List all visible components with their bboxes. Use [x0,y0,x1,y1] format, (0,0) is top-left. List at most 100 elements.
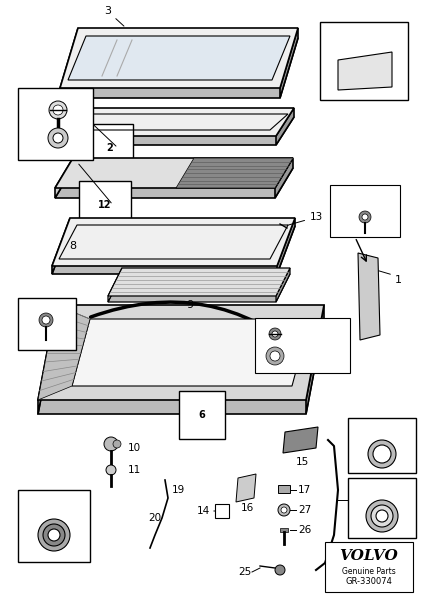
Polygon shape [276,108,294,145]
Circle shape [272,331,278,337]
Bar [280,528,288,532]
Text: 15: 15 [295,457,309,467]
Text: 10: 10 [128,443,141,453]
Circle shape [366,500,398,532]
Polygon shape [38,305,90,400]
Circle shape [106,465,116,475]
Text: 23: 23 [28,500,41,510]
Circle shape [49,101,67,119]
Circle shape [373,445,391,463]
Text: 11: 11 [128,465,141,475]
Polygon shape [358,253,380,340]
Text: 19: 19 [172,485,185,495]
Circle shape [278,504,290,516]
Polygon shape [52,218,70,274]
Polygon shape [108,274,290,302]
Polygon shape [55,158,73,198]
Bar [348,418,416,473]
Bar [18,88,93,160]
Text: 29: 29 [340,193,353,203]
Text: 17: 17 [298,485,311,495]
Text: 9: 9 [187,300,193,310]
Polygon shape [52,218,295,266]
Text: Genuine Parts: Genuine Parts [342,567,396,576]
Text: 26: 26 [298,525,311,535]
Text: VOLVO: VOLVO [340,549,398,563]
Polygon shape [52,226,295,274]
Text: 28: 28 [358,426,371,436]
Text: 14: 14 [197,506,210,516]
Text: 1: 1 [394,275,402,285]
Text: 8: 8 [69,241,76,251]
Circle shape [113,440,121,448]
Polygon shape [108,268,290,296]
Polygon shape [283,427,318,453]
Circle shape [359,211,371,223]
Polygon shape [280,28,298,98]
Polygon shape [277,218,295,274]
Circle shape [53,105,63,115]
Polygon shape [236,474,256,502]
Circle shape [39,313,53,327]
Polygon shape [306,305,324,414]
Text: 2: 2 [107,143,113,153]
Bar [330,185,400,237]
Polygon shape [58,117,294,145]
Text: 30: 30 [332,32,346,42]
Text: 27: 27 [298,505,311,515]
Text: 5: 5 [26,133,33,143]
Bar [215,504,229,518]
Circle shape [270,351,280,361]
Circle shape [48,529,60,541]
Bar [255,318,350,373]
Circle shape [53,133,63,143]
Circle shape [38,519,70,551]
Bar [278,485,290,493]
Circle shape [42,316,50,324]
Polygon shape [60,28,78,98]
Polygon shape [55,158,293,188]
Circle shape [104,437,118,451]
Text: 4: 4 [26,105,33,115]
Text: — 22: — 22 [285,329,310,339]
Polygon shape [60,38,298,98]
Circle shape [368,440,396,468]
Bar [18,490,90,562]
Circle shape [275,565,285,575]
Bar [325,542,413,592]
Polygon shape [338,52,392,90]
Bar [18,298,76,350]
Bar [320,22,408,100]
Polygon shape [58,108,76,145]
Polygon shape [58,108,294,136]
Circle shape [281,507,287,513]
Polygon shape [38,305,324,400]
Circle shape [266,347,284,365]
Circle shape [371,505,393,527]
Polygon shape [72,319,310,386]
Text: 6: 6 [198,410,205,420]
Text: 25: 25 [239,567,252,577]
Text: 16: 16 [241,503,254,513]
Text: — 21: — 21 [285,351,310,361]
Bar [348,478,416,538]
Polygon shape [60,28,298,88]
Circle shape [48,128,68,148]
Polygon shape [276,268,290,302]
Text: 20: 20 [148,513,161,523]
Text: 24: 24 [358,486,371,496]
Text: 18: 18 [348,495,361,505]
Polygon shape [38,319,324,414]
Circle shape [269,328,281,340]
Polygon shape [68,36,290,80]
Polygon shape [275,158,293,198]
Text: GR-330074: GR-330074 [346,578,392,587]
Text: 12: 12 [98,200,112,210]
Text: 13: 13 [288,212,323,225]
Circle shape [43,524,65,546]
Circle shape [376,510,388,522]
Text: 7: 7 [63,335,70,345]
Polygon shape [176,158,293,188]
Polygon shape [108,268,122,302]
Text: 3: 3 [104,6,124,26]
